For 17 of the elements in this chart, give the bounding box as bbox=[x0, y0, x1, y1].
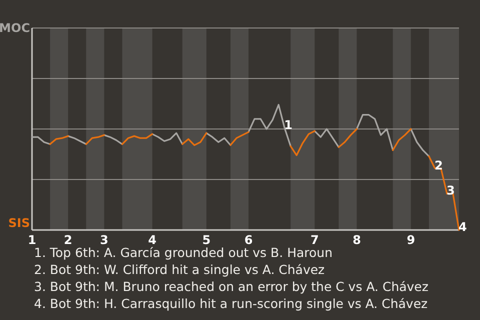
x-tick-label: 2 bbox=[64, 233, 72, 247]
x-tick-label: 5 bbox=[202, 233, 211, 247]
annotation: 4 bbox=[458, 220, 467, 234]
x-tick-label: 7 bbox=[310, 233, 319, 247]
text: SIS bbox=[8, 216, 30, 230]
x-tick-label: 6 bbox=[244, 233, 253, 247]
annotation: 1 bbox=[284, 118, 292, 132]
x-tick-label: 9 bbox=[406, 233, 416, 247]
x-tick-label: 3 bbox=[100, 233, 108, 247]
text: MOC bbox=[0, 21, 30, 35]
text: 4. Bot 9th: H. Carrasquillo hit a run-scoring single vs A. Chávez bbox=[34, 296, 428, 311]
x-tick-label: 8 bbox=[352, 233, 361, 247]
text: 1. Top 6th: A. García grounded out vs B. Haroun bbox=[34, 245, 332, 260]
text: 2. Bot 9th: W. Clifford hit a single vs A. Chávez bbox=[34, 262, 326, 277]
x-tick-label: 1 bbox=[28, 233, 36, 247]
x-tick-label: 4 bbox=[148, 233, 156, 247]
text: 3. Bot 9th: M. Bruno reached on an error by the C vs A. Chávez bbox=[34, 279, 429, 294]
